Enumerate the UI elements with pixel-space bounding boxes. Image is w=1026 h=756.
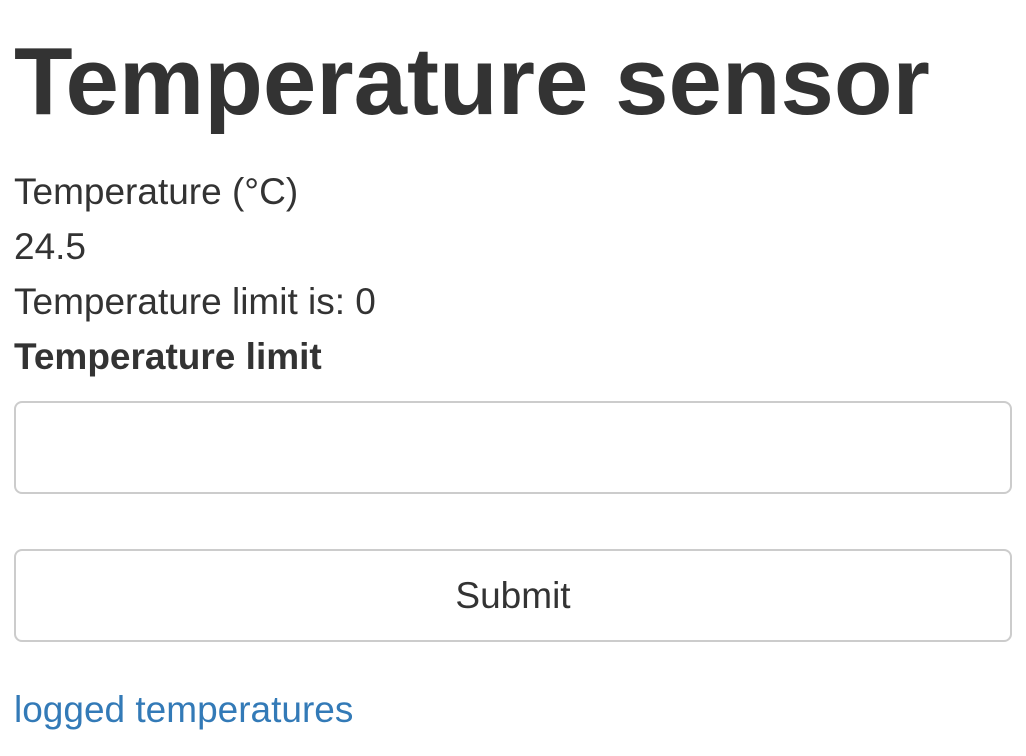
temperature-limit-input[interactable]	[14, 401, 1012, 494]
temperature-limit-status: Temperature limit is: 0	[14, 281, 376, 322]
temperature-limit-label: Temperature limit	[14, 336, 322, 377]
temperature-value: 24.5	[14, 226, 87, 267]
temperature-label: Temperature (°C)	[14, 171, 299, 212]
page-title: Temperature sensor	[14, 28, 930, 135]
submit-button[interactable]: Submit	[14, 549, 1012, 642]
logged-temperatures-link[interactable]: logged temperatures	[14, 689, 354, 730]
